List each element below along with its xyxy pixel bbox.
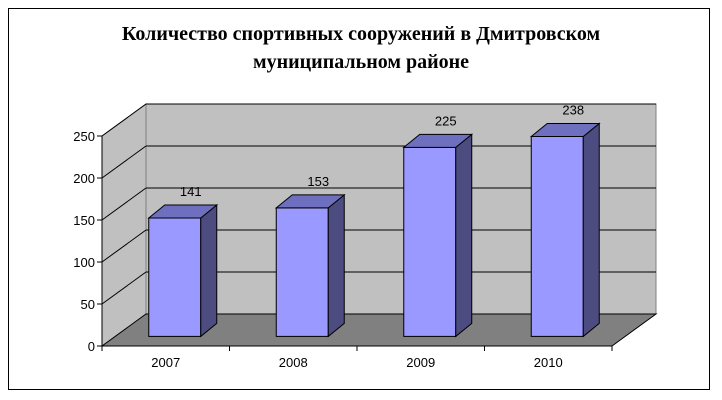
y-tick-label: 150 <box>73 213 95 228</box>
gridline-side <box>101 145 147 179</box>
bar-side <box>200 203 218 338</box>
bar <box>148 217 202 337</box>
bar-side <box>455 133 473 338</box>
side-wall <box>101 103 147 347</box>
bar <box>530 135 584 337</box>
gridline-side <box>101 103 147 137</box>
bar-top <box>274 194 346 209</box>
chart-title-line-2: муниципальном районе <box>252 51 470 73</box>
y-tick-label: 200 <box>73 171 95 186</box>
gridline-side <box>101 229 147 263</box>
x-tick-label: 2010 <box>534 355 563 370</box>
y-tick-label: 0 <box>88 339 95 354</box>
gridline-side <box>101 187 147 221</box>
bar <box>403 146 457 337</box>
bar-top <box>402 133 474 148</box>
data-label: 153 <box>307 174 329 189</box>
y-tick-label: 100 <box>73 255 95 270</box>
chart-title: Количество спортивных сооружений в Дмитр… <box>0 20 722 76</box>
bar-side <box>582 122 600 338</box>
bar-top <box>529 122 601 137</box>
gridline-side <box>101 271 147 305</box>
data-label: 238 <box>562 102 584 117</box>
bar-top <box>147 204 219 219</box>
data-label: 225 <box>435 113 457 128</box>
x-tick-label: 2007 <box>151 355 180 370</box>
y-tick-label: 50 <box>81 297 95 312</box>
data-label: 141 <box>180 184 202 199</box>
y-tick-label: 250 <box>73 129 95 144</box>
x-tick-label: 2008 <box>279 355 308 370</box>
bar <box>275 207 329 337</box>
chart-title-line-1: Количество спортивных сооружений в Дмитр… <box>121 23 601 45</box>
x-tick-label: 2009 <box>406 355 435 370</box>
bar-side <box>327 193 345 338</box>
